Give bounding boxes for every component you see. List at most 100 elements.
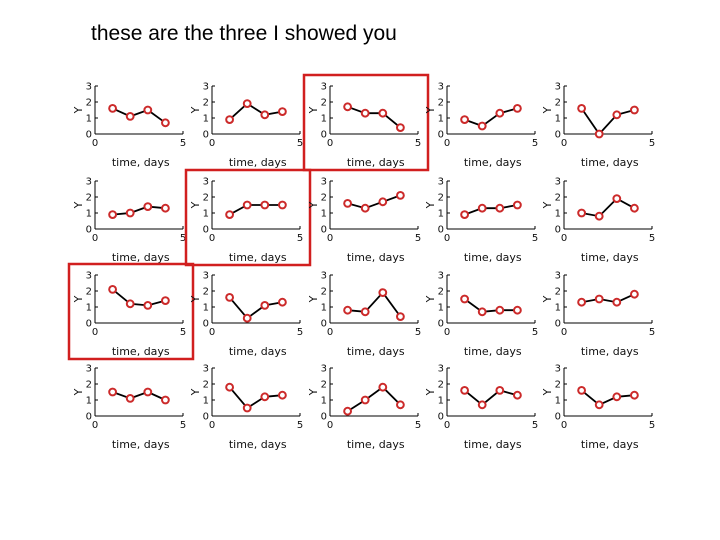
x-tick-label: 0 xyxy=(327,138,333,149)
y-tick-label: 1 xyxy=(555,114,561,125)
x-tick-label: 5 xyxy=(180,420,186,431)
x-tick-label: 0 xyxy=(327,327,333,338)
y-tick-label: 2 xyxy=(438,193,444,204)
x-tick-label: 5 xyxy=(180,138,186,149)
series-line xyxy=(464,204,518,216)
x-axis-label: time, days xyxy=(112,156,170,169)
series-line xyxy=(112,391,166,401)
y-tick-label: 0 xyxy=(203,412,209,423)
data-point xyxy=(242,403,252,413)
data-point xyxy=(161,118,170,128)
data-point xyxy=(577,386,586,395)
highlight-frame xyxy=(302,73,430,172)
x-axis-label: time, days xyxy=(229,345,287,358)
y-axis-label: Y xyxy=(541,388,554,396)
x-axis-label: time, days xyxy=(229,251,287,264)
y-tick-label: 3 xyxy=(321,364,327,375)
x-tick-label: 5 xyxy=(532,233,538,244)
y-axis-label: Y xyxy=(72,295,85,303)
y-tick-label: 1 xyxy=(438,396,444,407)
x-tick-label: 5 xyxy=(297,420,303,431)
data-point xyxy=(343,406,353,416)
series-line xyxy=(228,386,283,410)
data-point xyxy=(260,392,270,402)
y-axis-label: Y xyxy=(72,388,85,396)
data-point xyxy=(477,400,487,410)
y-tick-label: 1 xyxy=(555,303,561,314)
x-tick-label: 0 xyxy=(444,420,450,431)
data-point xyxy=(161,395,170,405)
x-tick-label: 5 xyxy=(532,138,538,149)
y-tick-label: 1 xyxy=(438,114,444,125)
y-tick-label: 2 xyxy=(321,287,327,298)
y-tick-label: 0 xyxy=(555,319,561,330)
x-tick-label: 5 xyxy=(649,138,655,149)
data-point xyxy=(495,305,505,315)
x-tick-label: 5 xyxy=(297,327,303,338)
y-tick-label: 3 xyxy=(86,271,92,282)
data-point xyxy=(125,394,135,403)
x-tick-label: 0 xyxy=(327,420,333,431)
x-axis-label: time, days xyxy=(581,156,639,169)
y-axis-label: Y xyxy=(189,201,202,209)
series-line xyxy=(581,293,635,304)
data-point xyxy=(225,115,235,124)
y-tick-label: 1 xyxy=(86,396,92,407)
x-axis-label: time, days xyxy=(464,251,522,264)
y-tick-label: 1 xyxy=(86,303,92,314)
x-axis-label: time, days xyxy=(112,251,170,264)
data-point xyxy=(378,197,388,207)
y-tick-label: 3 xyxy=(203,177,209,188)
x-tick-label: 5 xyxy=(532,420,538,431)
y-tick-label: 0 xyxy=(203,225,209,236)
y-tick-label: 0 xyxy=(438,412,444,423)
y-tick-label: 2 xyxy=(555,287,561,298)
data-point xyxy=(108,210,117,220)
data-point xyxy=(125,299,135,309)
y-axis-label: Y xyxy=(307,106,320,114)
y-tick-label: 3 xyxy=(438,177,444,188)
y-tick-label: 2 xyxy=(438,98,444,109)
y-tick-label: 3 xyxy=(555,177,561,188)
y-tick-label: 2 xyxy=(203,98,209,109)
y-tick-label: 3 xyxy=(438,364,444,375)
data-point xyxy=(477,203,487,213)
data-point xyxy=(513,104,522,113)
series-line xyxy=(112,107,166,124)
y-tick-label: 0 xyxy=(86,225,92,236)
data-point xyxy=(396,312,405,322)
y-tick-label: 3 xyxy=(321,177,327,188)
x-axis-label: time, days xyxy=(347,438,405,451)
series-line xyxy=(229,204,283,216)
data-point xyxy=(242,99,252,108)
data-point xyxy=(577,208,586,218)
y-tick-label: 1 xyxy=(203,209,209,220)
x-tick-label: 5 xyxy=(297,138,303,149)
data-point xyxy=(108,387,117,397)
x-axis-label: time, days xyxy=(581,251,639,264)
data-point xyxy=(108,285,117,294)
series-line xyxy=(581,389,635,406)
data-point xyxy=(278,390,287,400)
y-tick-label: 3 xyxy=(555,271,561,282)
data-point xyxy=(225,293,235,302)
data-point xyxy=(594,211,604,221)
y-axis-label: Y xyxy=(541,295,554,303)
data-point xyxy=(161,203,170,213)
data-point xyxy=(378,288,388,298)
y-tick-label: 0 xyxy=(203,130,209,141)
x-tick-label: 5 xyxy=(180,233,186,244)
x-tick-label: 0 xyxy=(561,420,567,431)
y-tick-label: 2 xyxy=(203,380,209,391)
x-tick-label: 0 xyxy=(92,327,98,338)
